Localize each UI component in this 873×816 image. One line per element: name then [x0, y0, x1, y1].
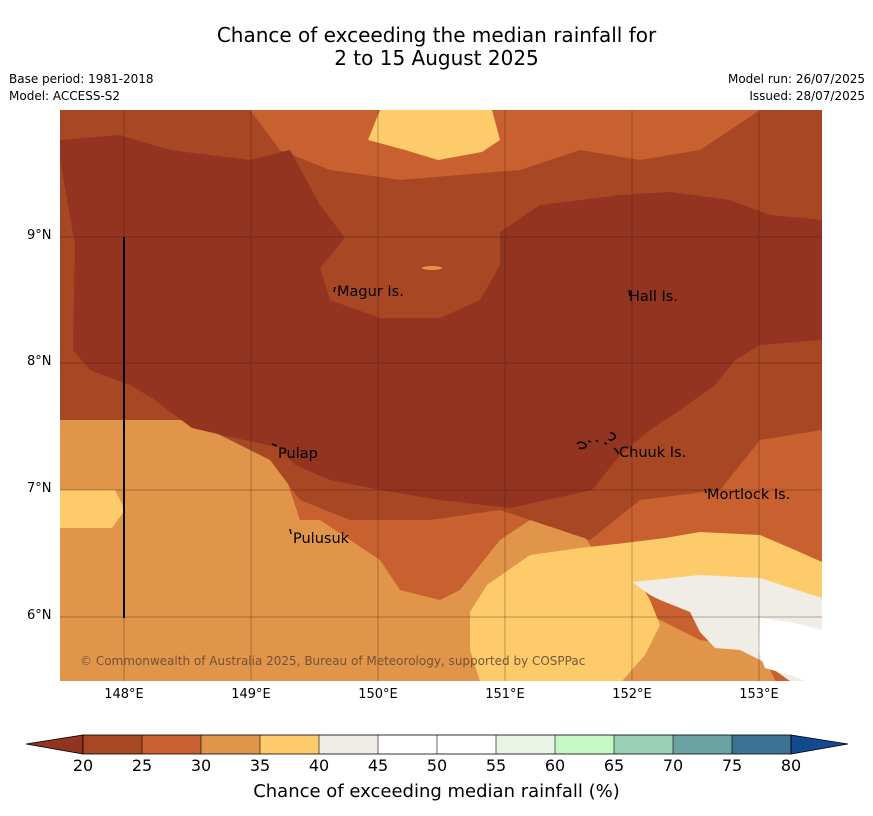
base-period-text: Base period: 1981-2018: [9, 72, 154, 86]
model-text: Model: ACCESS-S2: [9, 89, 121, 103]
contour-below-20: [60, 135, 822, 508]
lon-label-149e: 149°E: [231, 687, 271, 702]
place-label-pulusuk: Pulusuk: [293, 531, 350, 547]
hall-island-mark: [628, 289, 631, 297]
copyright-text: © Commonwealth of Australia 2025, Bureau…: [80, 654, 586, 668]
contour-35-40-west: [60, 490, 125, 528]
colorbar-tick-40: 40: [308, 756, 330, 775]
island-outlines: [271, 286, 707, 535]
issued-text: Issued: 28/07/2025: [749, 89, 865, 103]
colorbar: [25, 734, 849, 755]
colorbar-tick-45: 45: [367, 756, 389, 775]
map-title-line2: 2 to 15 August 2025: [334, 46, 539, 70]
place-label-magur: Magur Is.: [337, 284, 404, 300]
place-label-chuuk: Chuuk Is.: [619, 445, 687, 461]
place-label-pulap: Pulap: [278, 446, 318, 462]
mortlock-island-mark: [704, 488, 707, 494]
colorbar-tick-20: 20: [72, 756, 94, 775]
rainfall-contours: [60, 110, 822, 681]
colorbar-tick-80: 80: [780, 756, 802, 775]
lat-label-7n: 7°N: [27, 481, 52, 496]
colorbar-under-extension: [25, 734, 84, 755]
colorbar-tick-25: 25: [131, 756, 153, 775]
colorbar-tick-75: 75: [721, 756, 743, 775]
colorbar-tick-35: 35: [249, 756, 271, 775]
lat-label-6n: 6°N: [27, 608, 52, 623]
lat-label-8n: 8°N: [27, 354, 52, 369]
pulusuk-island-mark: [289, 528, 292, 535]
small-contour-patch: [422, 266, 442, 270]
contour-45-50: [758, 618, 822, 681]
colorbar-tick-50: 50: [426, 756, 448, 775]
lon-label-151e: 151°E: [485, 687, 525, 702]
colorbar-tick-60: 60: [544, 756, 566, 775]
pulap-island-mark: [271, 443, 278, 447]
place-label-hall: Hall Is.: [629, 289, 678, 305]
colorbar-title: Chance of exceeding median rainfall (%): [253, 781, 620, 802]
chuuk-islands-outline: [576, 432, 619, 455]
lat-label-9n: 9°N: [27, 228, 52, 243]
contour-35-40-north: [368, 110, 500, 160]
contour-35-40-south: [470, 532, 822, 681]
lon-label-153e: 153°E: [739, 687, 779, 702]
graticule: [60, 110, 822, 681]
colorbar-over-extension: [790, 734, 849, 755]
place-label-mortlock: Mortlock Is.: [707, 487, 791, 503]
colorbar-tick-55: 55: [485, 756, 507, 775]
map-title-line1: Chance of exceeding the median rainfall …: [216, 23, 657, 47]
lon-label-148e: 148°E: [104, 687, 144, 702]
colorbar-tick-65: 65: [603, 756, 625, 775]
colorbar-tick-30: 30: [190, 756, 212, 775]
magur-island-mark: [333, 286, 336, 293]
colorbar-tick-70: 70: [662, 756, 684, 775]
lon-label-150e: 150°E: [358, 687, 398, 702]
model-run-text: Model run: 26/07/2025: [727, 72, 865, 86]
lon-label-152e: 152°E: [612, 687, 652, 702]
